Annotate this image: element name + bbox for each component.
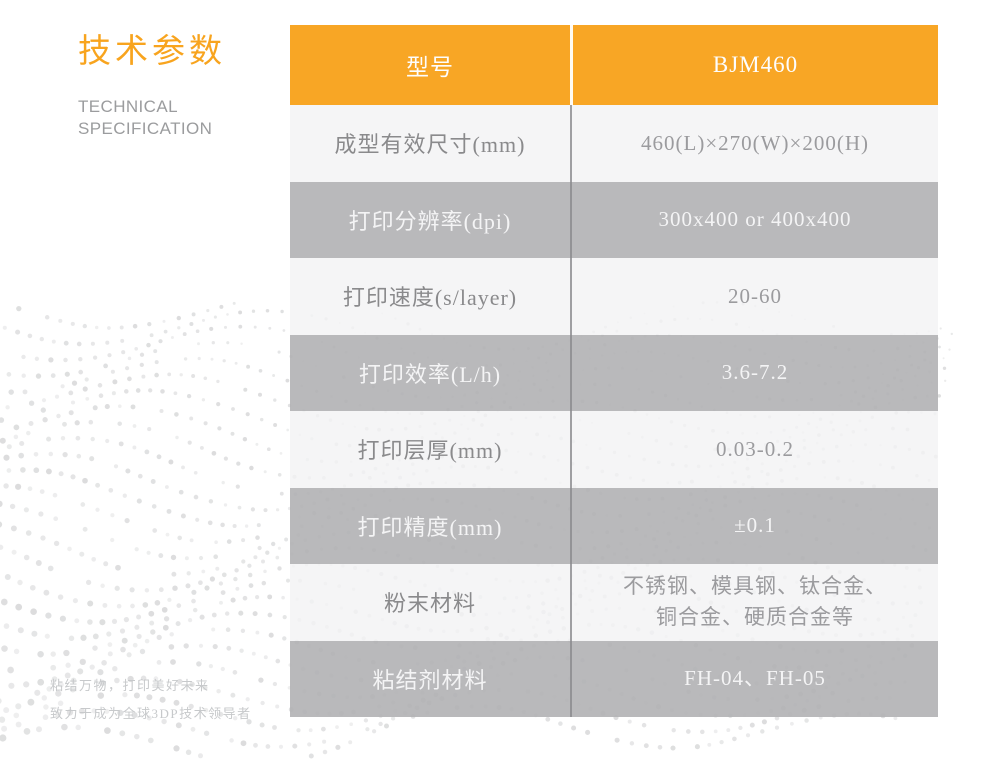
spec-row-efficiency: 打印效率(L/h) 3.6-7.2 xyxy=(290,334,938,411)
spec-row-powder-materials: 粉末材料 不锈钢、模具钢、钛合金、 铜合金、硬质合金等 xyxy=(290,564,938,641)
slogan-line2: 致力于成为全球3DP技术领导者 xyxy=(50,705,252,721)
spec-value: 20-60 xyxy=(570,258,938,335)
header-model-value: BJM460 xyxy=(570,25,938,105)
spec-value: 300x400 or 400x400 xyxy=(570,181,938,258)
slogan-line1: 粘结万物，打印美好未来 xyxy=(50,678,210,693)
spec-value: FH-04、FH-05 xyxy=(570,640,938,717)
spec-value: 3.6-7.2 xyxy=(570,334,938,411)
spec-value: 460(L)×270(W)×200(H) xyxy=(570,105,938,182)
company-slogan: 粘结万物，打印美好未来 致力于成为全球3DP技术领导者 xyxy=(50,672,252,728)
spec-table: 型号 BJM460 成型有效尺寸(mm) 460(L)×270(W)×200(H… xyxy=(290,25,938,717)
subtitle-line1: TECHNICAL xyxy=(78,97,178,116)
page-subtitle: TECHNICAL SPECIFICATION xyxy=(78,96,226,140)
table-header-row: 型号 BJM460 xyxy=(290,25,938,105)
section-header: 技术参数 TECHNICAL SPECIFICATION xyxy=(78,24,226,140)
spec-row-accuracy: 打印精度(mm) ±0.1 xyxy=(290,487,938,564)
spec-row-binder-materials: 粘结剂材料 FH-04、FH-05 xyxy=(290,640,938,717)
spec-value: 不锈钢、模具钢、钛合金、 铜合金、硬质合金等 xyxy=(570,564,938,641)
spec-row-speed: 打印速度(s/layer) 20-60 xyxy=(290,258,938,335)
spec-row-build-size: 成型有效尺寸(mm) 460(L)×270(W)×200(H) xyxy=(290,105,938,182)
spec-row-resolution: 打印分辨率(dpi) 300x400 or 400x400 xyxy=(290,181,938,258)
spec-value: 0.03-0.2 xyxy=(570,411,938,488)
subtitle-line2: SPECIFICATION xyxy=(78,119,213,139)
spec-row-layer-thickness: 打印层厚(mm) 0.03-0.2 xyxy=(290,411,938,488)
spec-value: ±0.1 xyxy=(570,487,938,564)
spec-label: 打印精度(mm) xyxy=(357,514,503,540)
page-title: 技术参数 xyxy=(78,34,226,70)
spec-label: 打印速度(s/layer) xyxy=(342,285,518,311)
spec-label: 粉末材料 xyxy=(383,591,476,617)
spec-label: 打印效率(L/h) xyxy=(358,361,502,387)
header-model-label: 型号 xyxy=(406,55,454,80)
spec-label: 粘结剂材料 xyxy=(372,667,488,693)
spec-label: 成型有效尺寸(mm) xyxy=(334,132,526,158)
spec-label: 打印分辨率(dpi) xyxy=(348,208,512,234)
spec-label: 打印层厚(mm) xyxy=(357,438,503,464)
